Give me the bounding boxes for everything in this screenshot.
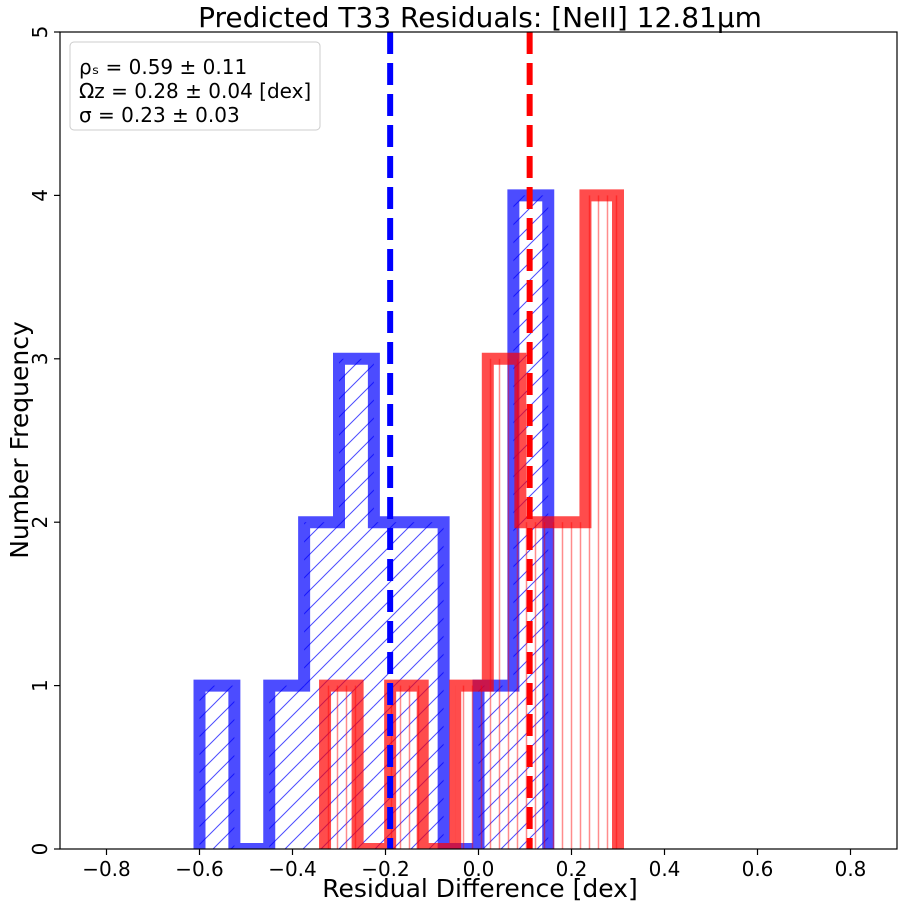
stats-legend: ρₛ = 0.59 ± 0.11 Ωᴢ = 0.28 ± 0.04 [dex] …: [69, 41, 321, 131]
x-axis-ticks: −0.8 −0.6 −0.4 −0.2 0.0 0.2 0.4 0.6 0.8: [82, 849, 866, 881]
stats-legend-box: [69, 41, 321, 131]
x-tick-label: −0.2: [361, 857, 410, 881]
median-lines: [387, 32, 533, 849]
histogram-bar: [552, 522, 586, 849]
histogram-bar: [520, 522, 553, 849]
x-tick-label: 0.6: [742, 857, 774, 881]
y-axis-label: Number Frequency: [5, 321, 34, 559]
x-tick-label: 0.0: [463, 857, 495, 881]
x-tick-label: 0.4: [649, 857, 681, 881]
y-tick-label: 0: [28, 843, 52, 856]
x-tick-label: 0.2: [556, 857, 588, 881]
histogram-series-1: [319, 189, 624, 849]
plot-area: [193, 189, 624, 849]
x-tick-label: −0.6: [175, 857, 224, 881]
chart-title: Predicted T33 Residuals: [NeII] 12.81μm: [198, 1, 762, 34]
histogram-outline: [319, 189, 624, 849]
y-tick-label: 3: [28, 352, 52, 365]
stats-line-omega: Ωᴢ = 0.28 ± 0.04 [dex]: [79, 79, 311, 103]
x-axis-label: Residual Difference [dex]: [322, 874, 637, 903]
stats-line-rho: ρₛ = 0.59 ± 0.11: [79, 55, 247, 79]
y-tick-label: 1: [28, 679, 52, 692]
x-tick-label: 0.8: [835, 857, 867, 881]
y-tick-label: 2: [28, 516, 52, 529]
stats-line-sigma: σ = 0.23 ± 0.03: [79, 103, 240, 127]
y-tick-label: 4: [28, 189, 52, 202]
y-tick-label: 5: [28, 26, 52, 39]
y-axis-ticks: 0 1 2 3 4 5: [28, 26, 60, 856]
x-tick-label: −0.4: [268, 857, 317, 881]
x-tick-label: −0.8: [82, 857, 131, 881]
